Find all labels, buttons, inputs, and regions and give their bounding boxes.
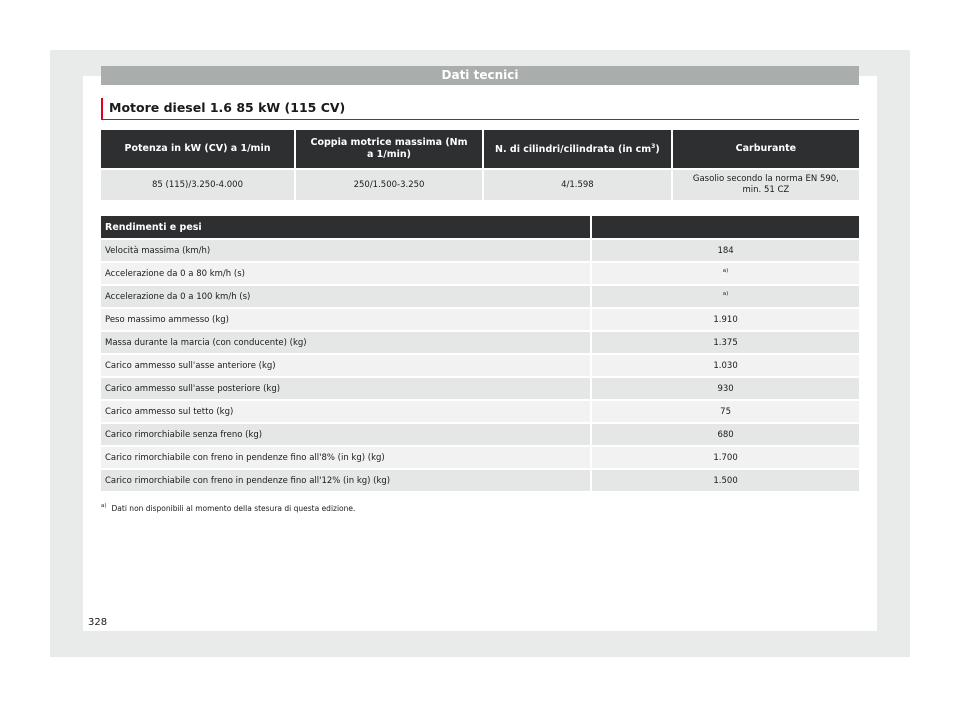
spec-value-fuel: Gasolio secondo la norma EN 590, min. 51… bbox=[672, 170, 859, 200]
perf-body: Velocità massima (km/h) 184 Accelerazione … bbox=[101, 240, 859, 491]
row-label: Accelerazione da 0 a 80 km/h (s) bbox=[101, 263, 591, 284]
row-label: Carico rimorchiabile con freno in penden… bbox=[101, 470, 591, 491]
table-row: Accelerazione da 0 a 80 km/h (s) a) bbox=[101, 263, 859, 284]
table-row: Accelerazione da 0 a 100 km/h (s) a) bbox=[101, 286, 859, 307]
row-value: 1.700 bbox=[592, 447, 859, 468]
row-note-mark: a) bbox=[722, 291, 729, 298]
spec-table: Potenza in kW (CV) a 1/min Coppia motric… bbox=[99, 128, 861, 202]
row-value: 1.500 bbox=[592, 470, 859, 491]
row-label: Velocità massima (km/h) bbox=[101, 240, 591, 261]
spec-value-torque: 250/1.500-3.250 bbox=[296, 170, 483, 200]
table-row: Carico ammesso sul tetto (kg) 75 bbox=[101, 401, 859, 422]
spec-header-cylinders-close: ) bbox=[655, 144, 660, 156]
spec-header-row: Potenza in kW (CV) a 1/min Coppia motric… bbox=[101, 130, 859, 168]
performance-table: Rendimenti e pesi Velocità massima (km/h… bbox=[99, 214, 861, 493]
row-value: 1.910 bbox=[592, 309, 859, 330]
row-value: 930 bbox=[592, 378, 859, 399]
page-sheet bbox=[83, 76, 877, 631]
spec-header-fuel: Carburante bbox=[672, 130, 859, 168]
row-value-text: 1.030 bbox=[713, 360, 738, 371]
row-value-text: 75 bbox=[720, 406, 731, 417]
spec-data-row: 85 (115)/3.250-4.000 250/1.500-3.250 4/1… bbox=[101, 170, 859, 200]
row-value-text: 1.375 bbox=[713, 337, 738, 348]
row-value: 184 bbox=[592, 240, 859, 261]
perf-header-value bbox=[592, 216, 859, 238]
perf-header-label: Rendimenti e pesi bbox=[101, 216, 591, 238]
row-value-text: 930 bbox=[717, 383, 734, 394]
footnote-mark: a) bbox=[101, 503, 107, 509]
table-row: Peso massimo ammesso (kg) 1.910 bbox=[101, 309, 859, 330]
row-label: Massa durante la marcia (con conducente)… bbox=[101, 332, 591, 353]
row-label: Carico rimorchiabile con freno in penden… bbox=[101, 447, 591, 468]
row-label: Carico ammesso sull'asse anteriore (kg) bbox=[101, 355, 591, 376]
row-value-text: 1.500 bbox=[713, 475, 738, 486]
spec-header-cylinders: N. di cilindri/cilindrata (in cm3) bbox=[484, 130, 671, 168]
page-number: 328 bbox=[88, 617, 108, 628]
table-row: Carico rimorchiabile senza freno (kg) 680 bbox=[101, 424, 859, 445]
row-note-mark: a) bbox=[722, 268, 729, 275]
row-value-text: 1.700 bbox=[713, 452, 738, 463]
row-label: Accelerazione da 0 a 100 km/h (s) bbox=[101, 286, 591, 307]
spec-header-cylinders-text: N. di cilindri/cilindrata (in cm bbox=[495, 144, 652, 156]
footnote: a) Dati non disponibili al momento della … bbox=[101, 503, 355, 513]
table-row: Carico ammesso sull'asse anteriore (kg) 1… bbox=[101, 355, 859, 376]
spec-value-power: 85 (115)/3.250-4.000 bbox=[101, 170, 294, 200]
row-value: a) bbox=[592, 263, 859, 284]
row-value: 75 bbox=[592, 401, 859, 422]
spec-header-cylinders-sup: 3 bbox=[651, 143, 656, 151]
row-value: 1.030 bbox=[592, 355, 859, 376]
section-title: Dati tecnici bbox=[101, 66, 859, 85]
row-value-text: 184 bbox=[717, 245, 734, 256]
row-value: 1.375 bbox=[592, 332, 859, 353]
row-label: Peso massimo ammesso (kg) bbox=[101, 309, 591, 330]
perf-header-row: Rendimenti e pesi bbox=[101, 216, 859, 238]
row-label: Carico ammesso sull'asse posteriore (kg) bbox=[101, 378, 591, 399]
engine-title: Motore diesel 1.6 85 kW (115 CV) bbox=[101, 98, 859, 120]
row-value: 680 bbox=[592, 424, 859, 445]
spec-header-torque: Coppia motrice massima (Nm a 1/min) bbox=[296, 130, 483, 168]
row-value-text: 1.910 bbox=[713, 314, 738, 325]
row-label: Carico rimorchiabile senza freno (kg) bbox=[101, 424, 591, 445]
table-row: Massa durante la marcia (con conducente)… bbox=[101, 332, 859, 353]
spec-header-power: Potenza in kW (CV) a 1/min bbox=[101, 130, 294, 168]
footnote-text: Dati non disponibili al momento della st… bbox=[111, 503, 356, 513]
row-label: Carico ammesso sul tetto (kg) bbox=[101, 401, 591, 422]
table-row: Carico rimorchiabile con freno in penden… bbox=[101, 470, 859, 491]
spec-value-cylinders: 4/1.598 bbox=[484, 170, 671, 200]
row-value-text: 680 bbox=[717, 429, 734, 440]
table-row: Carico ammesso sull'asse posteriore (kg)… bbox=[101, 378, 859, 399]
table-row: Carico rimorchiabile con freno in penden… bbox=[101, 447, 859, 468]
table-row: Velocità massima (km/h) 184 bbox=[101, 240, 859, 261]
row-value: a) bbox=[592, 286, 859, 307]
